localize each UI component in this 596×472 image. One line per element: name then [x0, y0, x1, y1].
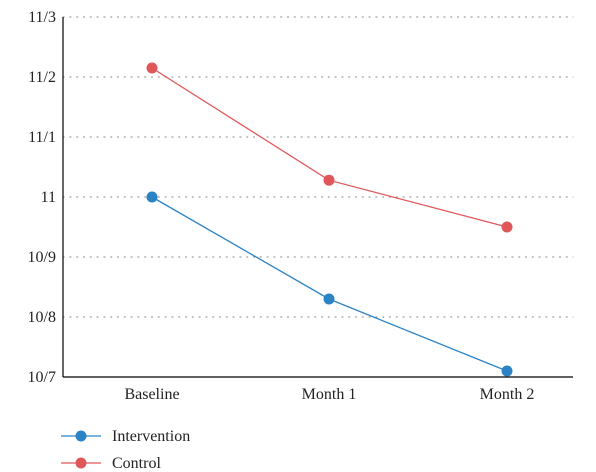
y-tick-label: 11/1	[28, 129, 56, 146]
series-line	[151, 67, 508, 228]
y-tick-label: 11	[41, 189, 56, 206]
legend-label: Control	[112, 455, 161, 472]
y-tick-label: 10/8	[28, 309, 56, 326]
data-point	[323, 293, 335, 305]
gridlines	[62, 16, 574, 318]
legend-marker	[75, 430, 87, 442]
x-tick-label: Month 1	[302, 386, 357, 403]
data-point	[501, 365, 513, 377]
data-point	[501, 221, 513, 233]
x-tick-label: Month 2	[480, 386, 535, 403]
data-point	[323, 174, 335, 186]
y-tick-label: 10/7	[28, 369, 56, 386]
x-axis-ticks: Baseline Month 1 Month 2	[124, 386, 534, 403]
legend: Intervention Control	[61, 428, 190, 472]
y-axis-ticks: 10/7 10/8 10/9 11 11/1 11/2 11/3	[28, 9, 56, 386]
series-line	[151, 196, 508, 372]
y-tick-label: 11/3	[28, 9, 56, 26]
y-tick-label: 10/9	[28, 249, 56, 266]
y-tick-label: 11/2	[28, 69, 56, 86]
x-tick-label: Baseline	[124, 386, 179, 403]
legend-marker	[75, 457, 87, 469]
series-group	[146, 62, 513, 377]
legend-label: Intervention	[112, 428, 190, 445]
data-point	[146, 191, 158, 203]
data-point	[146, 62, 158, 74]
axes	[62, 17, 573, 378]
